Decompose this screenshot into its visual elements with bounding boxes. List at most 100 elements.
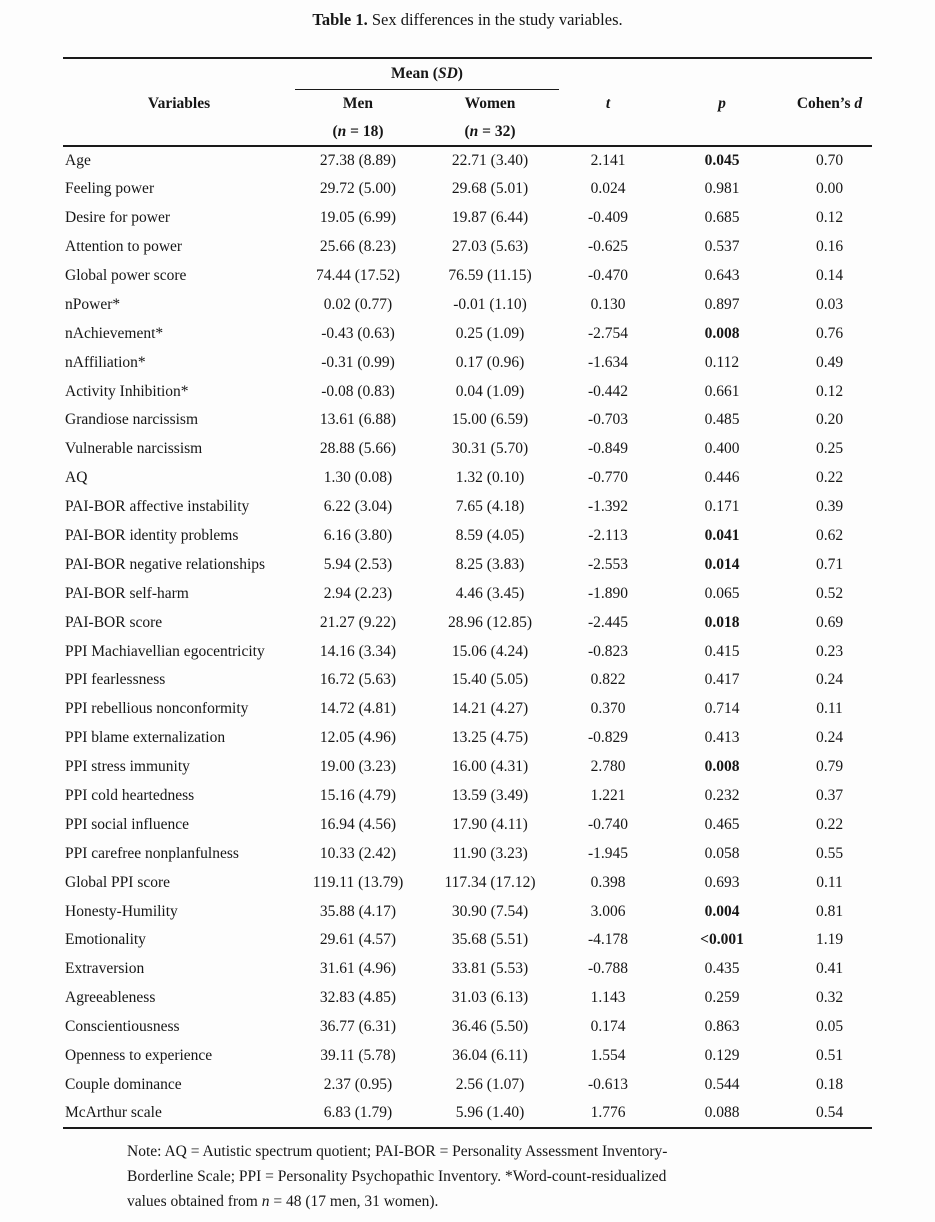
variable-cell: Attention to power: [65, 238, 183, 256]
t-value-cell: -2.445: [587, 613, 629, 631]
cohens-d-cell: 0.24: [815, 729, 844, 747]
p-value-cell: 0.643: [704, 267, 740, 284]
variable-cell: Activity Inhibition*: [65, 382, 189, 400]
cohens-d-italic: d: [854, 94, 863, 112]
table-row: Activity Inhibition* -0.08 (0.83) 0.04 (1.…: [63, 377, 872, 406]
column-header-women: Women: [464, 94, 516, 112]
p-value-cell: 0.417: [704, 671, 740, 689]
women-mean-cell: 5.96 (1.40): [421, 1099, 560, 1130]
men-mean-cell: -0.08 (0.83): [321, 382, 395, 400]
cohens-d-cell: 0.39: [815, 498, 844, 516]
t-value-cell: 0.822: [590, 671, 626, 689]
table-row: PPI social influence 16.94 (4.56) 17.90 (4…: [63, 810, 872, 839]
men-mean-cell: 25.66 (8.23): [319, 238, 397, 256]
p-value-cell: 0.041: [704, 527, 740, 545]
men-n-italic: n: [337, 122, 347, 140]
variable-cell: Feeling power: [65, 180, 155, 198]
women-n-italic: n: [469, 122, 479, 140]
p-value-cell: 0.014: [704, 555, 740, 573]
header-spacer: [63, 57, 295, 89]
table-row: Feeling power 29.72 (5.00) 29.68 (5.01) 0.0…: [63, 175, 872, 204]
p-value-cell: 0.065: [704, 584, 740, 602]
table-row: nAchievement* -0.43 (0.63) 0.25 (1.09) -2.7…: [63, 319, 872, 348]
variable-cell: PPI stress immunity: [65, 758, 190, 776]
women-mean-cell: 0.04 (1.09): [455, 382, 525, 400]
men-mean-cell: 27.38 (8.89): [319, 151, 397, 169]
men-mean-cell: 29.61 (4.57): [319, 931, 397, 949]
mean-sd-suffix: ): [457, 64, 463, 82]
cohens-d-cell: 0.14: [815, 267, 844, 284]
table-row: PPI blame externalization 12.05 (4.96) 13.…: [63, 724, 872, 753]
table-row: Openness to experience 39.11 (5.78) 36.04 …: [63, 1042, 872, 1071]
p-value-cell: 0.088: [657, 1099, 788, 1130]
p-value-cell: 0.981: [704, 180, 740, 198]
variable-cell: Extraversion: [65, 960, 145, 978]
cohens-d-cell: 0.12: [815, 382, 844, 400]
t-value-cell: 1.776: [559, 1099, 658, 1130]
table-row: Global power score 74.44 (17.52) 76.59 (11…: [63, 262, 872, 291]
p-value-cell: 0.413: [704, 729, 740, 747]
cohens-d-cell: 0.05: [815, 1018, 844, 1036]
table-row: Desire for power 19.05 (6.99) 19.87 (6.44)…: [63, 204, 872, 233]
men-mean-cell: 10.33 (2.42): [319, 844, 397, 862]
note-line-1: Note: AQ = Autistic spectrum quotient; P…: [127, 1143, 668, 1160]
variable-cell: PAI-BOR negative relationships: [65, 555, 266, 573]
variable-cell: Age: [65, 151, 91, 169]
variable-cell: PPI rebellious nonconformity: [65, 700, 249, 718]
cohens-d-cell: 0.11: [816, 700, 843, 718]
t-value-cell: -1.392: [587, 498, 629, 516]
table-row: PAI-BOR identity problems 6.16 (3.80) 8.59…: [63, 522, 872, 551]
women-n-header: (n = 32): [421, 118, 560, 147]
p-value-cell: 0.045: [704, 151, 740, 169]
variable-cell: Openness to experience: [65, 1047, 213, 1065]
table-row: PPI stress immunity 19.00 (3.23) 16.00 (4.…: [63, 753, 872, 782]
table-header: Mean (SD) Variables Men Women t p Cohen’…: [63, 57, 873, 147]
women-mean-cell: 1.32 (0.10): [455, 469, 525, 487]
t-value-cell: 0.398: [590, 873, 626, 891]
variable-cell: Couple dominance: [65, 1075, 182, 1093]
note-line-3: values obtained from n = 48 (17 men, 31 …: [127, 1189, 827, 1214]
table-row: PAI-BOR affective instability 6.22 (3.04)…: [63, 493, 872, 522]
t-value-cell: 3.006: [590, 902, 626, 920]
table-row: AQ 1.30 (0.08) 1.32 (0.10) -0.770 0.446 0.22: [63, 464, 872, 493]
women-mean-cell: -0.01 (1.10): [453, 295, 527, 313]
column-header-variables: Variables: [147, 94, 211, 112]
p-value-cell: 0.685: [704, 209, 740, 227]
p-value-cell: 0.415: [704, 642, 740, 660]
table-row: PPI fearlessness 16.72 (5.63) 15.40 (5.05)…: [63, 666, 872, 695]
p-value-cell: 0.232: [704, 787, 740, 805]
cohens-d-cell: 0.52: [815, 584, 844, 602]
variable-cell: Conscientiousness: [65, 1018, 180, 1036]
cohens-d-cell: 0.11: [816, 873, 843, 891]
p-value-cell: 0.018: [704, 613, 740, 631]
table-row: Emotionality 29.61 (4.57) 35.68 (5.51) -4.1…: [63, 926, 872, 955]
variable-cell: Desire for power: [65, 209, 171, 227]
men-mean-cell: 6.22 (3.04): [323, 498, 393, 516]
cohens-d-cell: 0.22: [815, 815, 844, 833]
variable-cell: PPI fearlessness: [65, 671, 166, 689]
men-mean-cell: 31.61 (4.96): [319, 960, 397, 978]
variable-cell: Honesty-Humility: [65, 902, 178, 920]
p-value-cell: 0.714: [704, 700, 740, 718]
header-spacer: [787, 57, 873, 89]
cohens-d-cell: 0.00: [815, 180, 844, 198]
header-spacer: [657, 118, 788, 147]
men-n-prefix: (: [332, 122, 338, 140]
table-row: Attention to power 25.66 (8.23) 27.03 (5.6…: [63, 233, 872, 262]
t-value-cell: 2.780: [590, 758, 626, 776]
p-value-cell: 0.693: [704, 873, 740, 891]
p-value-cell: 0.544: [704, 1075, 740, 1093]
header-spacer: [657, 57, 788, 89]
men-mean-cell: 19.05 (6.99): [319, 209, 397, 227]
p-value-cell: 0.435: [704, 960, 740, 978]
mean-sd-prefix: Mean (: [391, 64, 438, 82]
men-mean-cell: 29.72 (5.00): [319, 180, 397, 198]
p-value-cell: 0.112: [704, 353, 740, 371]
women-mean-cell: 15.06 (4.24): [451, 642, 529, 660]
p-value-cell: 0.446: [704, 469, 740, 487]
table-row: PAI-BOR negative relationships 5.94 (2.53…: [63, 550, 872, 579]
cohens-d-cell: 0.24: [815, 671, 844, 689]
women-mean-cell: 30.90 (7.54): [451, 902, 529, 920]
women-mean-cell: 28.96 (12.85): [448, 613, 532, 631]
table-row: Agreeableness 32.83 (4.85) 31.03 (6.13) 1.1…: [63, 984, 872, 1013]
